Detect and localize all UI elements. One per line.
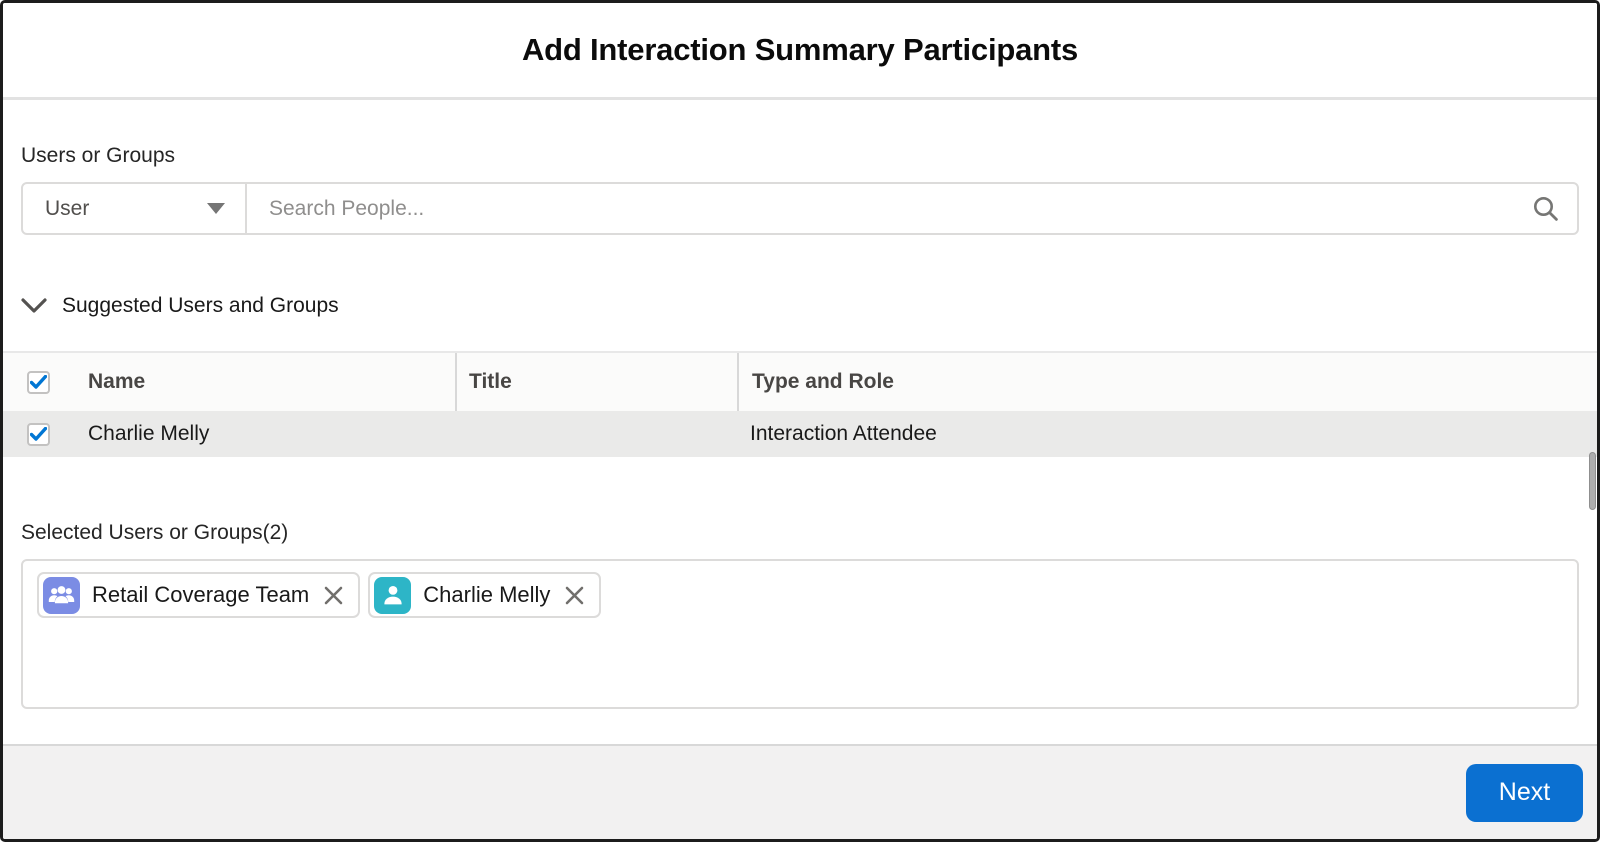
selected-pill-charlie-melly[interactable]: Charlie Melly — [368, 572, 602, 618]
row-checkbox[interactable] — [27, 422, 50, 446]
entity-type-value: User — [45, 196, 90, 220]
pill-label: Retail Coverage Team — [92, 582, 310, 607]
suggested-users-table: Name Title Type and Role Charlie Melly I… — [3, 351, 1597, 457]
close-icon[interactable] — [564, 585, 585, 606]
combo-divider — [245, 184, 247, 233]
modal-title: Add Interaction Summary Participants — [521, 32, 1079, 67]
column-header-type-and-role[interactable]: Type and Role — [737, 353, 1597, 411]
modal-header: Add Interaction Summary Participants — [3, 3, 1597, 97]
pill-label: Charlie Melly — [423, 582, 551, 607]
header-divider — [3, 97, 1597, 100]
chevron-down-icon — [21, 298, 47, 314]
next-button[interactable]: Next — [1466, 763, 1583, 822]
selected-users-label: Selected Users or Groups(2) — [21, 521, 289, 544]
row-checkbox-cell — [3, 422, 73, 446]
group-icon — [43, 576, 80, 614]
selected-users-container: Retail Coverage Team — [21, 559, 1579, 709]
close-icon[interactable] — [323, 585, 344, 606]
table-scrollbar-thumb[interactable] — [1589, 452, 1596, 510]
users-or-groups-label: Users or Groups — [21, 144, 176, 167]
modal-footer: Next — [3, 744, 1597, 839]
search-input-wrap — [247, 184, 1577, 233]
search-combobox: User — [21, 182, 1579, 235]
modal-body: Users or Groups User — [3, 100, 1597, 744]
suggested-section-toggle[interactable]: Suggested Users and Groups — [21, 294, 1579, 318]
row-type-and-role: Interaction Attendee — [750, 422, 937, 445]
column-header-title[interactable]: Title — [455, 353, 737, 411]
search-icon[interactable] — [1532, 195, 1559, 222]
select-all-checkbox[interactable] — [27, 370, 50, 394]
header-checkbox-cell — [3, 370, 73, 394]
suggested-section-label: Suggested Users and Groups — [62, 294, 339, 317]
user-icon — [374, 576, 412, 614]
selected-pill-retail-coverage-team[interactable]: Retail Coverage Team — [37, 572, 361, 618]
row-name: Charlie Melly — [88, 422, 210, 445]
table-header-row: Name Title Type and Role — [3, 351, 1597, 411]
column-header-name[interactable]: Name — [88, 370, 146, 393]
search-input[interactable] — [269, 196, 1520, 221]
table-row[interactable]: Charlie Melly Interaction Attendee — [3, 411, 1597, 457]
chevron-down-icon — [207, 203, 225, 214]
entity-type-select[interactable]: User — [23, 184, 245, 233]
